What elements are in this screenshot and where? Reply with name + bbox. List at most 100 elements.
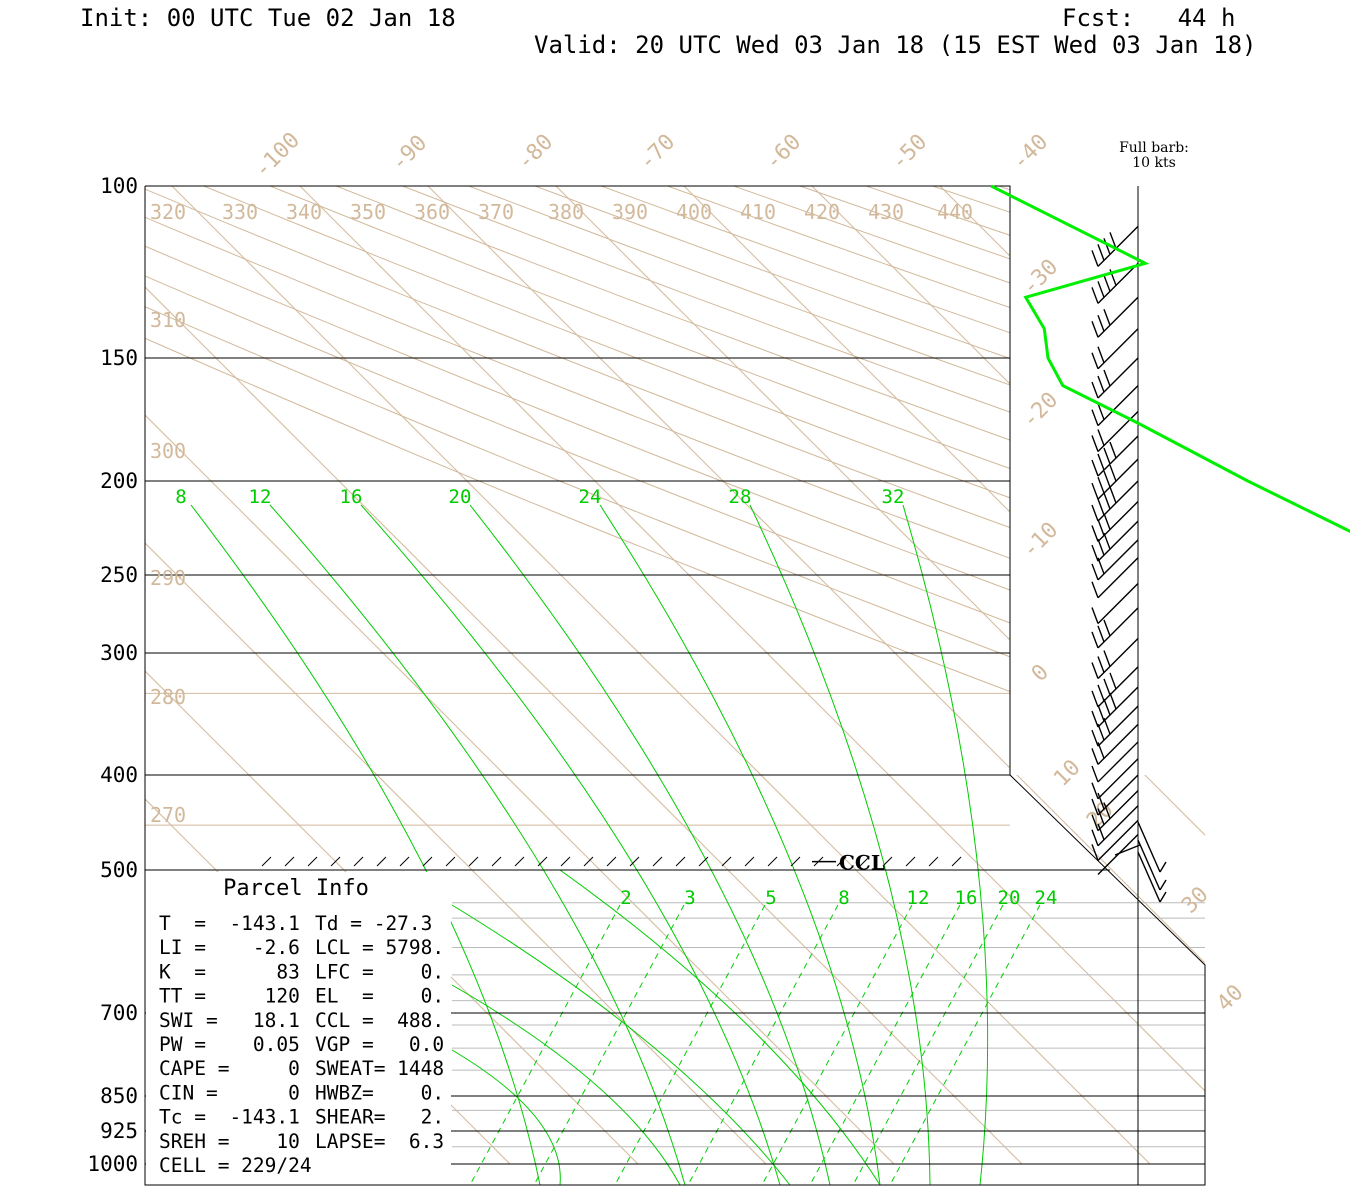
isotherm-line	[555, 186, 1010, 641]
mixing-ratio-label: 24	[1035, 887, 1058, 909]
parcel-info-left: PW = 0.05	[159, 1033, 300, 1056]
isotherm-line	[812, 186, 1350, 1164]
pressure-label: 200	[100, 469, 138, 493]
barb-feather	[1091, 250, 1099, 267]
barb-feather	[1091, 581, 1099, 599]
barb-staff	[1097, 225, 1139, 267]
barb-feather	[1159, 891, 1167, 903]
mixing-ratio-label: 8	[838, 887, 849, 909]
isotherm-line	[1144, 775, 1205, 836]
parcel-info-right: SWEAT= 1448	[315, 1057, 444, 1080]
parcel-info-left: TT = 120	[159, 985, 300, 1008]
pressure-label: 925	[100, 1119, 138, 1143]
barb-feather	[1103, 513, 1111, 530]
pressure-label: 500	[100, 858, 138, 882]
theta-label: 380	[548, 200, 584, 224]
barb-staff	[1097, 385, 1139, 427]
wind-barb	[1091, 435, 1139, 477]
barb-staff	[1097, 328, 1139, 370]
barb-feather	[1103, 238, 1111, 255]
isotherm-label: -40	[1008, 130, 1054, 176]
isotherm-label: 0	[1027, 660, 1054, 687]
hatch-mark	[928, 856, 939, 867]
isotherm-line	[684, 186, 1350, 1164]
mixing-ratio-label: 16	[955, 887, 978, 909]
barb-feather	[1097, 403, 1105, 420]
hatch-mark	[560, 856, 571, 867]
barb-staff	[1097, 705, 1139, 747]
barb-feather	[1097, 792, 1105, 810]
barb-feather	[1091, 844, 1099, 861]
barb-feather	[1109, 486, 1117, 504]
pressure-label: 850	[100, 1084, 138, 1108]
barb-feather	[1091, 321, 1099, 338]
dry-adiabat-line	[932, 186, 1010, 213]
barb-feather	[1091, 482, 1099, 500]
moist-adiabats-lower	[451, 869, 881, 1185]
parcel-info-left: Tc = -143.1	[159, 1106, 300, 1129]
isotherm-line	[299, 186, 890, 775]
barb-feather	[1097, 315, 1105, 332]
isotherm-label: -100	[250, 128, 305, 183]
isotherm-line	[1324, 186, 1350, 1164]
isotherm-label: -80	[513, 130, 559, 176]
barb-feather	[1097, 625, 1105, 643]
barb-staff	[1137, 851, 1161, 903]
hatch-mark	[606, 856, 617, 867]
moist-adiabat-line	[469, 504, 831, 1186]
pressure-label: 100	[100, 174, 138, 198]
isotherm-line	[1196, 186, 1350, 1164]
barb-feather	[1097, 808, 1105, 825]
ccl-label: CCL	[839, 851, 885, 875]
theta-label: 430	[868, 200, 904, 224]
barb-staff	[1097, 774, 1139, 816]
surface-barb-cluster	[1114, 821, 1167, 903]
mixing-ratio-label: 2	[620, 887, 631, 909]
barb-feather	[1109, 464, 1117, 482]
parcel-info-right: EL = 0.	[315, 985, 444, 1008]
isotherm-line	[427, 186, 1010, 769]
barb-staff	[1097, 790, 1139, 832]
hatch-mark	[698, 856, 709, 867]
barb-staff	[1114, 844, 1141, 856]
dry-adiabat-line	[336, 186, 1010, 441]
barb-staff	[1097, 458, 1139, 500]
hatch-mark	[905, 856, 916, 867]
barb-feather	[1097, 723, 1105, 741]
mixing-ratio-label: 12	[907, 887, 930, 909]
moist-adiabat-line	[451, 1049, 561, 1185]
moist-adiabat-line	[451, 984, 681, 1185]
barb-feather	[1091, 710, 1099, 728]
hatch-mark	[376, 856, 387, 867]
barb-feather	[1103, 275, 1111, 292]
barb-feather	[1097, 704, 1105, 722]
barb-feather	[1091, 814, 1099, 831]
barb-feather	[1103, 369, 1111, 387]
hatch-mark	[261, 856, 272, 867]
parcel-info-left: K = 83	[159, 960, 300, 983]
barb-feather	[1097, 498, 1105, 516]
barb-staff	[1097, 607, 1139, 649]
hatch-mark	[767, 856, 778, 867]
isotherm-line	[940, 186, 1350, 1164]
mixing-ratio-label: 3	[684, 887, 695, 909]
parcel-info-left: SWI = 18.1	[159, 1009, 300, 1032]
barb-feather	[1097, 281, 1105, 298]
wind-barb	[1091, 741, 1139, 783]
barb-feather	[1091, 782, 1099, 800]
parcel-info-left: CIN = 0	[159, 1081, 300, 1104]
parcel-info-left: T = -143.1	[159, 912, 300, 935]
moist-adiabat-line	[599, 504, 881, 1186]
isotherms-upper	[145, 186, 1350, 1164]
barb-feather	[1103, 619, 1111, 637]
wind-barb	[1091, 705, 1139, 747]
hatch-mark	[583, 856, 594, 867]
barb-feather	[1091, 381, 1099, 399]
moist-adiabat-line	[749, 504, 931, 1186]
barb-feather	[1097, 244, 1105, 261]
hatch-mark	[514, 856, 525, 867]
hatch-mark	[399, 856, 410, 867]
pressure-label: 400	[100, 763, 138, 787]
mixing-ratio-line	[761, 904, 913, 1185]
